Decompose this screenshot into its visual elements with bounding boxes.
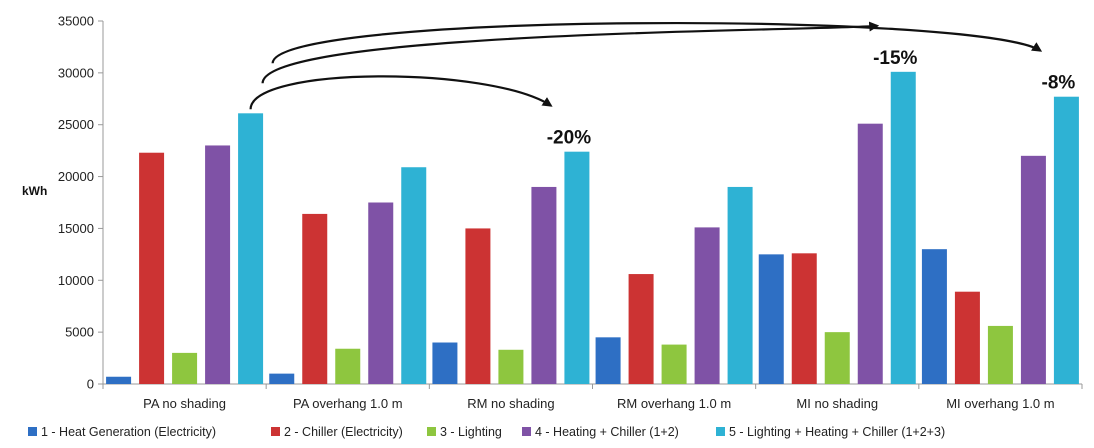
y-tick-label: 15000 — [58, 221, 94, 236]
bar-rm-no-shading-series-1 — [432, 342, 458, 384]
x-tick-label: RM no shading — [467, 396, 554, 411]
bar-pa-overhang-1-0-m-series-5 — [401, 167, 427, 384]
bar-pa-overhang-1-0-m-series-3 — [335, 348, 361, 384]
y-tick-label: 10000 — [58, 273, 94, 288]
y-tick-label: 0 — [87, 377, 94, 392]
bar-mi-overhang-1-0-m-series-3 — [987, 325, 1013, 384]
legend-label-2: 2 - Chiller (Electricity) — [284, 425, 403, 439]
legend-swatch-4 — [522, 427, 531, 436]
legend: 1 - Heat Generation (Electricity) 2 - Chi… — [28, 425, 945, 439]
legend-swatch-3 — [427, 427, 436, 436]
annotation-arrow-3 — [271, 22, 1043, 64]
bar-pa-overhang-1-0-m-series-1 — [269, 373, 295, 384]
y-tick-label: 5000 — [65, 325, 94, 340]
bar-pa-no-shading-series-3 — [172, 352, 198, 384]
bar-pa-no-shading-series-2 — [139, 152, 165, 384]
y-axis-label: kWh — [22, 184, 47, 198]
x-tick-label: RM overhang 1.0 m — [617, 396, 731, 411]
x-tick-label: PA no shading — [143, 396, 226, 411]
legend-swatch-1 — [28, 427, 37, 436]
bar-pa-overhang-1-0-m-series-2 — [302, 213, 328, 384]
legend-label-4: 4 - Heating + Chiller (1+2) — [535, 425, 679, 439]
bars — [106, 71, 1079, 385]
legend-label-1: 1 - Heat Generation (Electricity) — [41, 425, 216, 439]
bar-mi-no-shading-series-3 — [824, 332, 850, 384]
bar-mi-overhang-1-0-m-series-2 — [954, 291, 980, 384]
bar-rm-overhang-1-0-m-series-1 — [595, 337, 621, 384]
bar-pa-no-shading-series-5 — [238, 113, 264, 384]
bar-rm-no-shading-series-2 — [465, 228, 491, 384]
x-tick-label: MI overhang 1.0 m — [946, 396, 1054, 411]
bar-pa-no-shading-series-4 — [205, 145, 231, 384]
bar-mi-overhang-1-0-m-series-1 — [921, 249, 947, 384]
bar-mi-overhang-1-0-m-series-5 — [1053, 96, 1079, 384]
bar-rm-overhang-1-0-m-series-3 — [661, 344, 687, 384]
x-tick-label: PA overhang 1.0 m — [293, 396, 403, 411]
y-tick-label: 20000 — [58, 169, 94, 184]
y-tick-label: 25000 — [58, 117, 94, 132]
annotation-arrow-1 — [249, 75, 553, 110]
annotation-label-1: -20% — [547, 128, 591, 149]
bar-rm-overhang-1-0-m-series-5 — [727, 186, 753, 384]
annotation-label-3: -8% — [1042, 73, 1076, 94]
annotation-arrows — [249, 21, 1043, 110]
legend-label-3: 3 - Lighting — [440, 425, 502, 439]
bar-pa-no-shading-series-1 — [106, 376, 132, 384]
bar-rm-no-shading-series-3 — [498, 349, 524, 384]
bar-mi-overhang-1-0-m-series-4 — [1020, 155, 1046, 384]
x-tick-label: MI no shading — [796, 396, 878, 411]
bar-rm-overhang-1-0-m-series-4 — [694, 227, 720, 384]
bar-rm-no-shading-series-5 — [564, 151, 590, 384]
bar-mi-no-shading-series-2 — [791, 253, 817, 384]
y-tick-label: 30000 — [58, 65, 94, 80]
labels: kWh PA no shading PA overhang 1.0 m RM no s… — [22, 48, 1075, 411]
legend-label-5: 5 - Lighting + Heating + Chiller (1+2+3) — [729, 425, 945, 439]
legend-swatch-5 — [716, 427, 725, 436]
legend-swatch-2 — [271, 427, 280, 436]
bar-mi-no-shading-series-4 — [857, 123, 883, 385]
bar-rm-overhang-1-0-m-series-2 — [628, 274, 654, 384]
axes: 0 5000 10000 15000 20000 25000 30000 35000 — [58, 14, 1083, 392]
bar-mi-no-shading-series-1 — [758, 254, 784, 384]
y-tick-label: 35000 — [58, 14, 94, 29]
bar-mi-no-shading-series-5 — [890, 71, 916, 384]
bar-rm-no-shading-series-4 — [531, 186, 557, 384]
bar-pa-overhang-1-0-m-series-4 — [368, 202, 394, 384]
annotation-arrow-2 — [261, 21, 880, 84]
annotation-label-2: -15% — [873, 48, 917, 69]
